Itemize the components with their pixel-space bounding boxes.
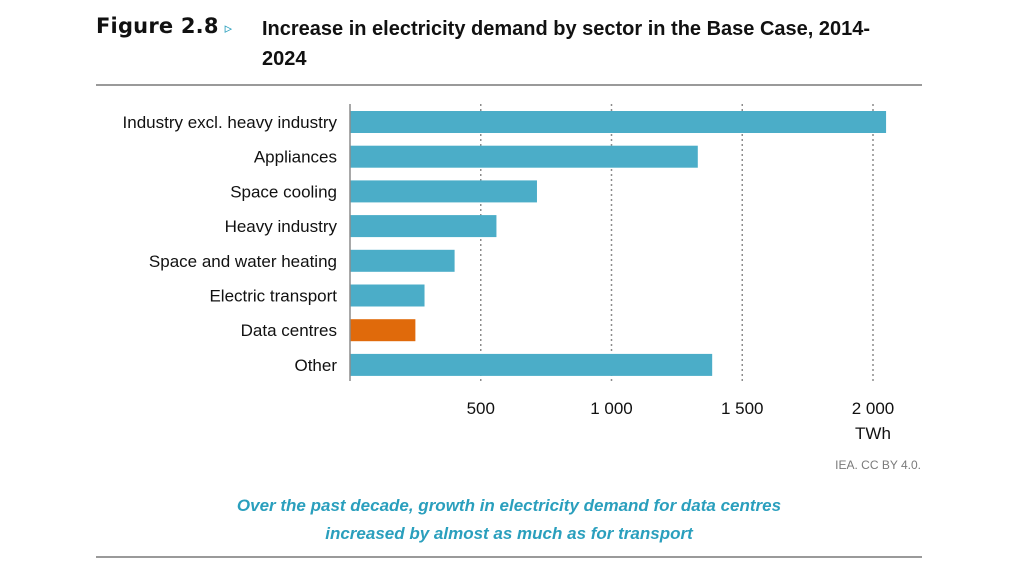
category-label-4: Space and water heating	[149, 252, 337, 271]
x-tick-label-3: 2 000	[852, 399, 895, 418]
x-tick-label-1: 1 000	[590, 399, 633, 418]
category-label-1: Appliances	[254, 148, 337, 167]
figure-label: Figure 2.8 ▹	[96, 14, 232, 38]
figure-title: Increase in electricity demand by sector…	[262, 18, 871, 70]
category-label-3: Heavy industry	[225, 217, 338, 236]
bar-chart: Industry excl. heavy industry Appliances S…	[123, 104, 895, 443]
category-label-7: Other	[294, 356, 337, 375]
bars	[350, 111, 887, 376]
category-label-6: Data centres	[241, 321, 337, 340]
top-divider	[96, 84, 922, 86]
category-labels: Industry excl. heavy industry Appliances S…	[123, 113, 338, 375]
bar-3	[350, 215, 497, 238]
bar-4	[350, 249, 455, 272]
bar-1	[350, 145, 698, 168]
category-label-0: Industry excl. heavy industry	[123, 113, 338, 132]
bar-2	[350, 180, 537, 203]
caption-line-2: increased by almost as much as for trans…	[325, 524, 693, 543]
x-tick-labels: 500 1 000 1 500 2 000	[467, 399, 895, 418]
figure-number: Figure 2.8	[96, 14, 219, 38]
bottom-divider	[96, 556, 922, 558]
caption: Over the past decade, growth in electric…	[96, 492, 922, 548]
category-label-5: Electric transport	[209, 287, 337, 306]
bar-5	[350, 284, 425, 307]
x-tick-label-2: 1 500	[721, 399, 764, 418]
x-unit-label: TWh	[855, 424, 891, 443]
figure-arrow-icon: ▹	[224, 19, 233, 37]
category-label-2: Space cooling	[230, 182, 337, 201]
x-tick-label-0: 500	[467, 399, 495, 418]
bar-0	[350, 111, 887, 133]
bar-7	[350, 353, 713, 376]
grid-lines	[480, 104, 874, 381]
caption-line-1: Over the past decade, growth in electric…	[236, 496, 782, 515]
bar-6	[350, 319, 416, 342]
source-note: IEA. CC BY 4.0.	[835, 458, 921, 472]
